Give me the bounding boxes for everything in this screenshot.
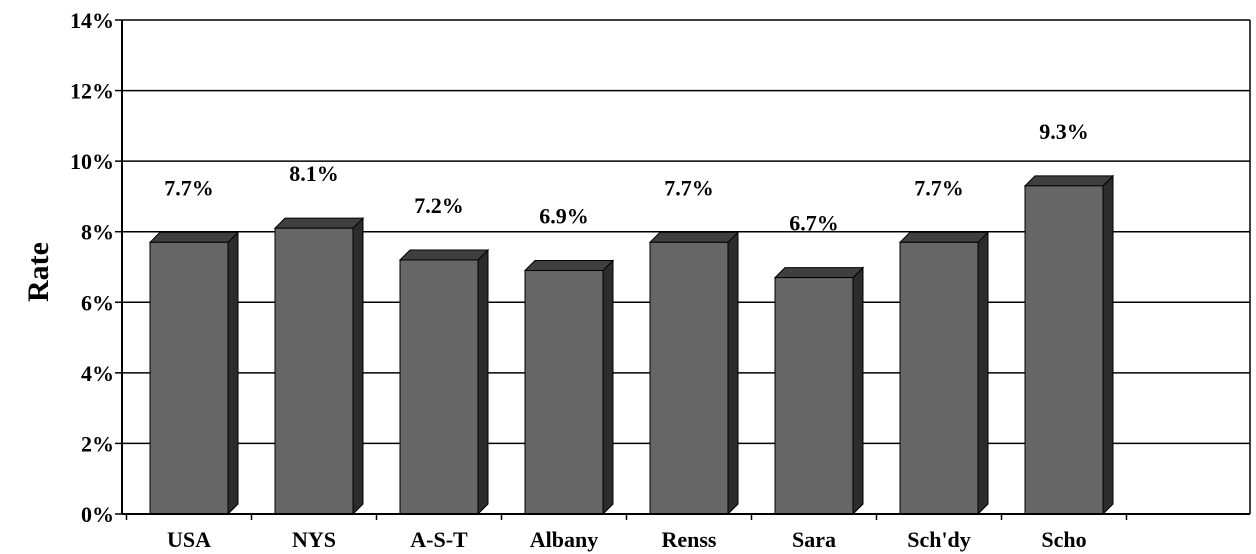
bar [399,259,479,515]
data-label: 7.7% [914,175,964,200]
data-label: 7.7% [664,175,714,200]
bar [899,241,979,515]
y-tick-label: 2% [81,431,114,456]
x-tick-label: Sch'dy [907,527,971,552]
bar-side [602,259,614,516]
y-tick-label: 10% [70,149,114,174]
x-tick-label: NYS [292,527,336,552]
y-tick-label: 6% [81,290,114,315]
bar-top [273,217,365,229]
y-tick-label: 0% [81,502,114,527]
bar [149,241,229,515]
bar-side [852,266,864,516]
bar-top [398,249,490,261]
bars [148,174,1115,516]
bar-side [727,231,739,516]
labels: 0% 2% 4% 6% 8% 10% 12% 14% 7.7% USA 8.1% NYS 7.2% A-S… [70,8,1089,552]
axes [115,19,1250,520]
bar [649,241,729,515]
y-tick-label: 8% [81,220,114,245]
x-tick-label: USA [167,527,211,552]
x-tick-label: A-S-T [410,527,468,552]
bar-top [1023,175,1115,187]
bar-side [352,216,364,516]
x-tick-label: Albany [530,527,598,552]
bar [1024,185,1104,515]
bar-top [773,267,865,279]
bar [774,277,854,515]
data-label: 8.1% [289,161,339,186]
y-tick-label: 12% [70,79,114,104]
bar-top [648,231,740,243]
x-tick-label: Renss [661,527,716,552]
bar-side [227,231,239,516]
y-tick-label: 14% [70,8,114,33]
data-label: 9.3% [1039,119,1089,144]
bar-side [1102,174,1114,516]
bar [524,270,604,515]
bar [274,227,354,515]
x-tick-label: Scho [1041,527,1086,552]
data-label: 7.7% [164,175,214,200]
data-label: 7.2% [414,193,464,218]
bar-top [148,231,240,243]
data-label: 6.9% [539,204,589,229]
y-axis-title: Rate [22,242,55,302]
y-tick-label: 4% [81,361,114,386]
x-tick-label: Sara [792,527,836,552]
bar-side [977,231,989,516]
bar-top [523,260,615,272]
bar-side [477,248,489,516]
data-label: 6.7% [789,211,839,236]
bar-top [898,231,990,243]
